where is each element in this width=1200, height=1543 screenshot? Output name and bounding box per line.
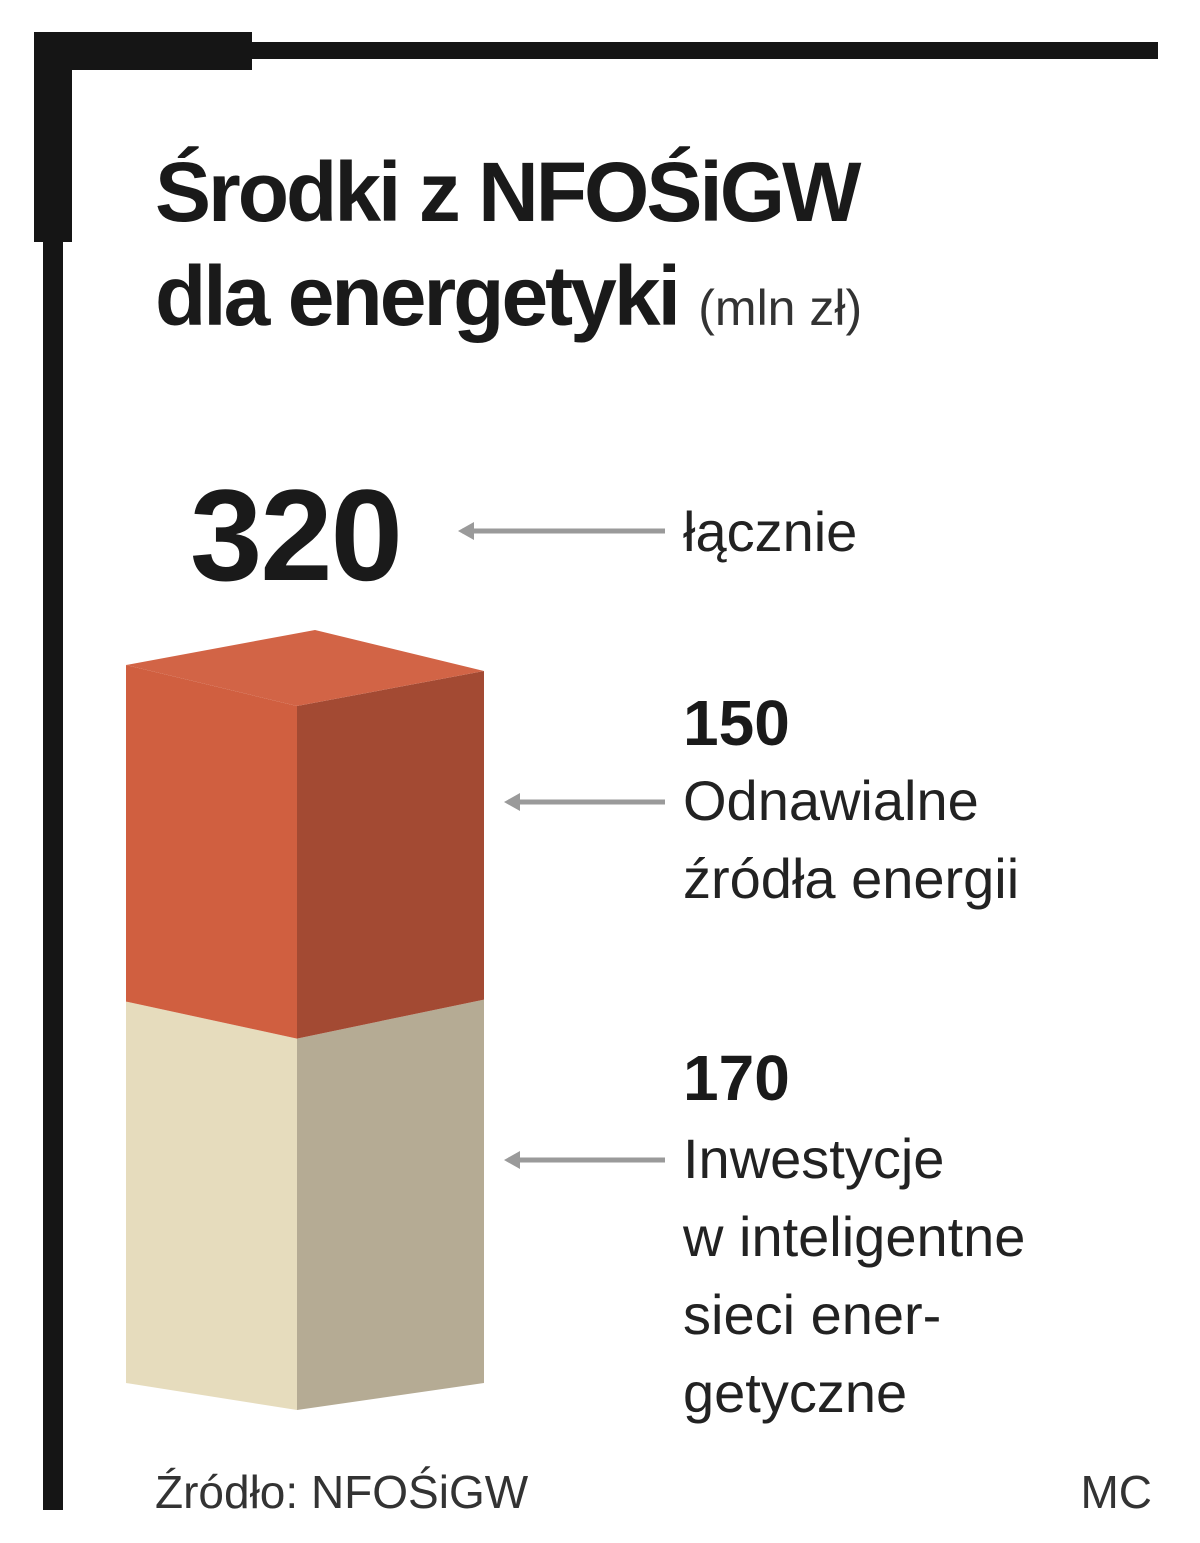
renewables-label-line-2: źródła energii [683,847,1020,910]
grid-value: 170 [683,1042,790,1114]
chart-title: Środki z NFOŚiGW dla energetyki (mln zł) [155,140,862,360]
title-line-2-text: dla energetyki [155,249,681,343]
renewables-label-line-1: Odnawialne [683,769,979,832]
grid-label-line-2: w inteligentne [683,1205,1026,1268]
bar-top-face [126,630,484,706]
title-line-1: Środki z NFOŚiGW [155,145,861,239]
source-note: Źródło: NFOŚiGW [155,1466,529,1518]
renewables-value: 150 [683,687,790,759]
arrow-group [458,522,665,1169]
bar-segment-grid-side [297,999,484,1410]
bar-segment-grid-front [126,1001,297,1410]
total-value: 320 [190,462,403,608]
grid-label-line-3: sieci ener- [683,1283,942,1346]
bar-segment-renewables-side [297,671,484,1039]
bar-segment-renewables-front [126,665,297,1039]
title-line-2: dla energetyki (mln zł) [155,244,862,360]
grid-label-line-4: getyczne [683,1361,908,1424]
renewables-arrow-head [504,793,520,811]
bar-group [126,630,484,1410]
grid-label-line-1: Inwestycje [683,1127,945,1190]
total-label: łącznie [683,500,858,563]
grid-arrow-head [504,1151,520,1169]
total-arrow-head [458,522,474,540]
unit-label: (mln zł) [698,280,863,336]
author-credit: MC [1080,1466,1152,1518]
